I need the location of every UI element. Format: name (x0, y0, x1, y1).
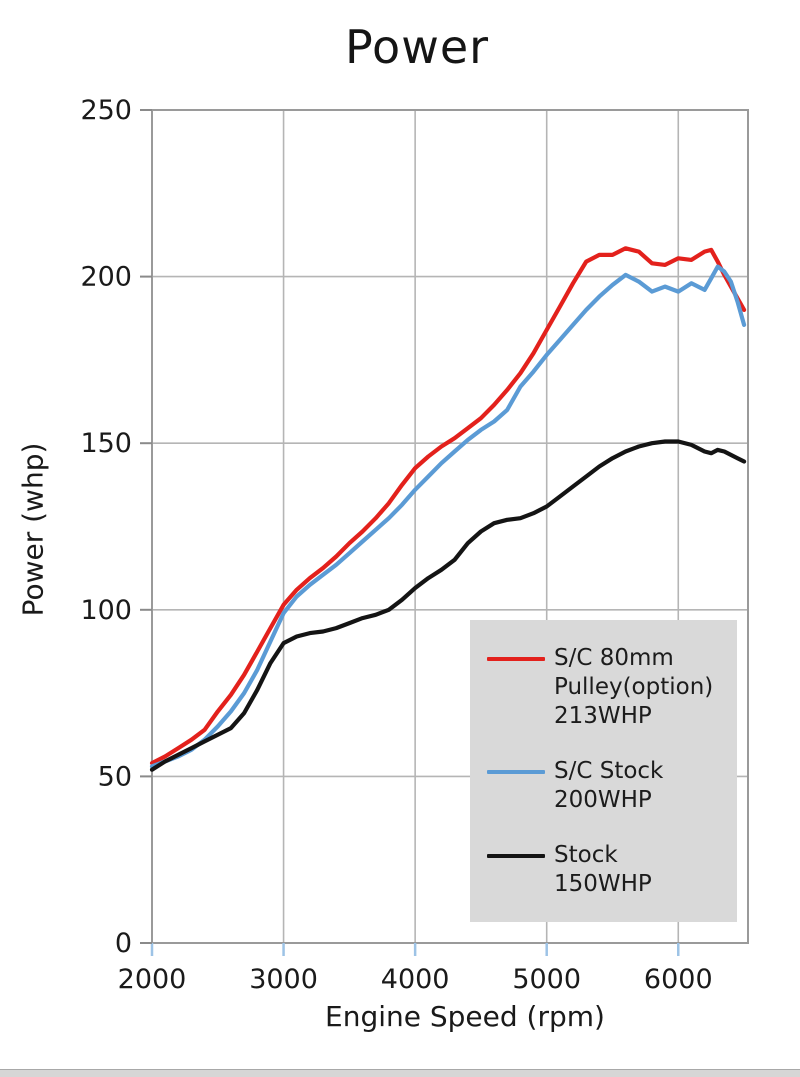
chart-title: Power (344, 20, 490, 74)
legend-item-stock: Stock 150WHP (487, 841, 731, 899)
legend-item-sc-80mm-pulley: S/C 80mm Pulley(option) 213WHP (487, 644, 731, 731)
series-line-2 (149, 439, 747, 772)
legend-label: S/C 80mm Pulley(option) 213WHP (554, 644, 713, 731)
legend-label-line: Pulley(option) (554, 674, 714, 700)
y-axis-label: Power (whp) (16, 442, 50, 617)
y-tick-label: 250 (80, 95, 132, 126)
legend-line-swatch-red (487, 657, 545, 661)
legend-label-line: S/C 80mm (554, 645, 674, 671)
legend-line-swatch-blue (487, 770, 545, 774)
x-tick-label: 2000 (118, 964, 187, 995)
y-tick-label: 0 (115, 928, 132, 959)
legend-label: Stock 150WHP (554, 841, 652, 899)
legend-label: S/C Stock 200WHP (554, 757, 663, 815)
x-axis-label: Engine Speed (rpm) (325, 1000, 605, 1033)
window-bottom-edge (0, 1069, 800, 1077)
series-line-1 (149, 264, 747, 769)
legend-label-line: 200WHP (554, 787, 652, 813)
plot-frame (151, 109, 749, 944)
x-tick-label: 4000 (381, 964, 450, 995)
series-line-0 (149, 246, 747, 766)
x-tick-label: 3000 (249, 964, 318, 995)
y-tick-label: 100 (80, 595, 132, 626)
legend-item-sc-stock: S/C Stock 200WHP (487, 757, 731, 815)
legend: S/C 80mm Pulley(option) 213WHP S/C Stock… (470, 620, 737, 922)
y-tick-label: 150 (80, 428, 132, 459)
legend-label-line: S/C Stock (554, 758, 664, 784)
legend-line-swatch-black (487, 854, 545, 858)
legend-label-line: 150WHP (554, 871, 652, 897)
legend-label-line: 213WHP (554, 703, 652, 729)
y-tick-label: 50 (98, 761, 132, 792)
x-tick-label: 5000 (512, 964, 581, 995)
x-tick-label: 6000 (644, 964, 713, 995)
legend-label-line: Stock (554, 842, 618, 868)
y-tick-label: 200 (80, 262, 132, 293)
